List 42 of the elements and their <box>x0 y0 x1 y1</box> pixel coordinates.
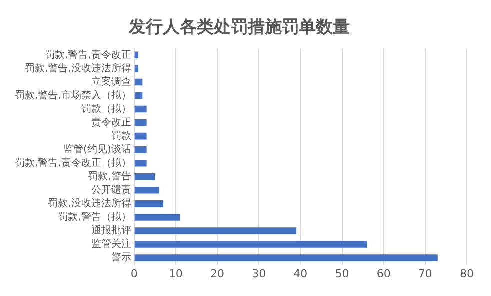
x-tick-label: 60 <box>376 267 391 280</box>
y-tick-label: 警示 <box>111 252 132 264</box>
bar <box>134 106 147 113</box>
x-tick-label: 40 <box>294 267 308 280</box>
x-tick-label: 30 <box>252 267 266 280</box>
x-tick-label: 50 <box>335 267 350 280</box>
y-tick-label: 监管(约见)谈话 <box>64 143 132 156</box>
bar <box>134 92 143 100</box>
bar <box>134 78 143 86</box>
x-tick-label: 10 <box>168 267 183 280</box>
bar <box>134 119 147 126</box>
bar <box>134 146 147 154</box>
y-tick-label: 罚款,警告（拟） <box>58 211 132 224</box>
bar <box>134 214 180 221</box>
x-tick-label: 80 <box>460 267 474 280</box>
chart-title: 发行人各类处罚措施罚单数量 <box>128 18 350 38</box>
bar <box>134 254 438 262</box>
y-tick-label: 立案调查 <box>91 76 132 88</box>
bar <box>134 228 297 234</box>
x-tick-label: 70 <box>418 267 432 280</box>
y-tick-label: 罚款,警告,没收违法所得 <box>25 62 132 74</box>
y-tick-label: 责令改正 <box>91 116 132 128</box>
bar <box>134 241 368 248</box>
bar <box>134 200 164 208</box>
bar <box>134 187 160 194</box>
y-tick-label: 监管关注 <box>91 238 132 250</box>
y-tick-label: 罚款,警告,市场禁入（拟） <box>15 89 132 102</box>
bar <box>134 65 139 72</box>
x-tick-label: 20 <box>210 267 225 280</box>
y-tick-label: 罚款,警告 <box>88 170 132 182</box>
y-tick-label: 罚款,警告,责令改正 <box>45 48 132 61</box>
y-tick-label: 罚款 <box>111 130 132 142</box>
y-tick-label: 罚款,警告,责令改正（拟） <box>15 156 132 169</box>
bar <box>134 52 139 59</box>
y-tick-label: 通报批评 <box>91 224 132 237</box>
y-tick-label: 罚款（拟） <box>81 102 132 115</box>
bar <box>134 132 147 140</box>
x-tick-label: 0 <box>130 267 138 280</box>
y-tick-label: 罚款,没收违法所得 <box>48 198 132 210</box>
bar <box>134 174 156 180</box>
bar <box>134 160 147 167</box>
y-tick-label: 公开谴责 <box>91 184 132 196</box>
